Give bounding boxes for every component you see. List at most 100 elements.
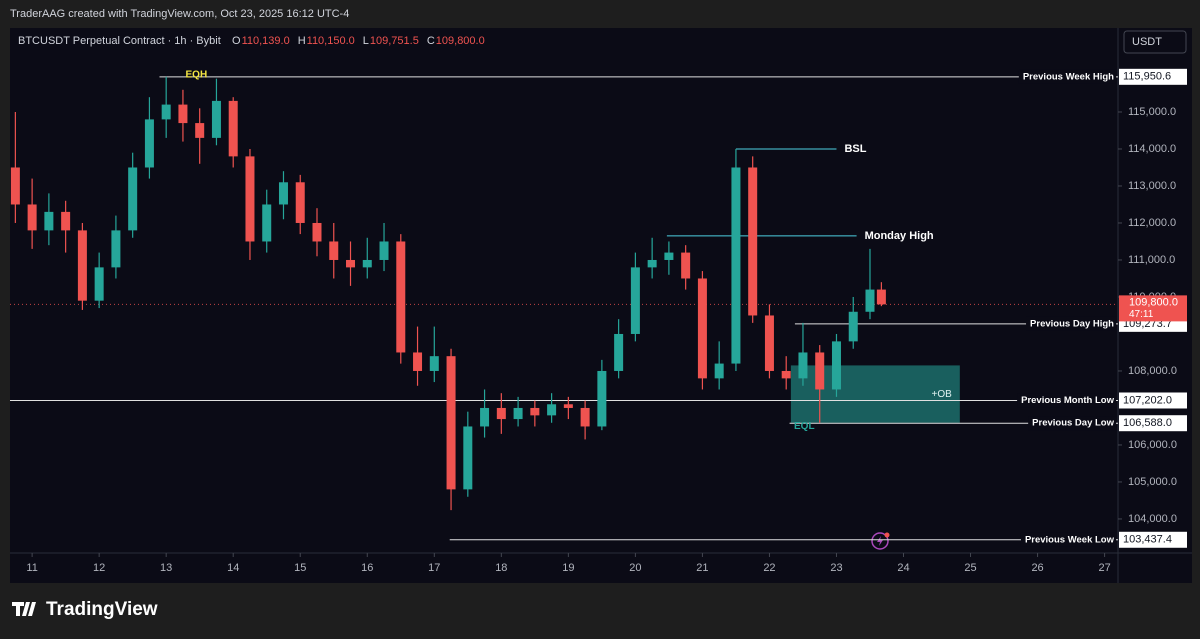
candle bbox=[77, 222, 87, 310]
x-tick-label: 27 bbox=[1098, 562, 1110, 574]
candle-body bbox=[278, 182, 288, 205]
level-price-box bbox=[1119, 415, 1187, 432]
candle-body bbox=[781, 370, 791, 379]
candle bbox=[128, 152, 138, 238]
x-tick-label: 25 bbox=[964, 562, 976, 574]
candle-body bbox=[563, 404, 573, 408]
candle-body bbox=[346, 259, 356, 268]
candle-body bbox=[697, 278, 707, 379]
x-tick-label: 24 bbox=[897, 562, 909, 574]
ohlc-value: 109,751.5 bbox=[370, 35, 419, 47]
level-name-bg bbox=[1028, 416, 1116, 431]
level-price: 103,437.4 bbox=[1123, 534, 1172, 546]
candle-body bbox=[262, 204, 272, 242]
candle bbox=[429, 326, 439, 383]
x-tick-label: 20 bbox=[629, 562, 641, 574]
candle bbox=[27, 178, 37, 249]
candle bbox=[346, 241, 356, 286]
candle-body bbox=[111, 230, 121, 268]
candle-body bbox=[798, 352, 808, 379]
candle bbox=[295, 174, 305, 235]
candle bbox=[513, 396, 523, 427]
y-tick-label: 113,000.0 bbox=[1128, 180, 1176, 192]
candle bbox=[195, 108, 205, 164]
candle bbox=[480, 389, 490, 438]
candle-body bbox=[446, 356, 456, 490]
candle-body bbox=[580, 407, 590, 427]
candle bbox=[815, 345, 825, 423]
candle bbox=[245, 148, 255, 260]
candle bbox=[396, 234, 406, 364]
candle bbox=[94, 252, 104, 309]
candle-body bbox=[178, 104, 188, 124]
level-name-bg bbox=[1017, 393, 1116, 408]
candle bbox=[781, 356, 791, 390]
candle bbox=[748, 156, 758, 323]
x-tick-label: 15 bbox=[294, 562, 306, 574]
candle-body bbox=[429, 356, 439, 371]
tag: EQL bbox=[794, 421, 815, 432]
alert-bolt bbox=[877, 536, 883, 546]
y-tick-label: 108,000.0 bbox=[1128, 365, 1177, 377]
alert-ring bbox=[871, 532, 889, 550]
candle-body bbox=[379, 241, 389, 260]
y-tick-label: 111,000.0 bbox=[1128, 254, 1175, 266]
ohlc-value: 110,139.0 bbox=[242, 35, 290, 47]
candle-body bbox=[731, 167, 741, 364]
order-block-label: +OB bbox=[932, 389, 953, 400]
candle-body bbox=[815, 352, 825, 390]
candle bbox=[44, 193, 54, 246]
candle bbox=[278, 171, 288, 220]
logo-text: TradingView bbox=[46, 599, 158, 620]
candle bbox=[597, 359, 607, 431]
ohlc-key: O bbox=[232, 35, 241, 47]
candle bbox=[647, 237, 657, 279]
candle-body bbox=[530, 407, 540, 416]
y-tick-label: 115,000.0 bbox=[1128, 106, 1176, 118]
symbol: BTCUSDT Perpetual Contract · 1h · Bybit bbox=[18, 35, 221, 47]
candle-body bbox=[664, 252, 674, 260]
level-name-bg bbox=[1026, 316, 1116, 331]
candle-body bbox=[228, 100, 238, 157]
candle bbox=[413, 326, 423, 386]
logo-icon bbox=[12, 602, 36, 616]
candle bbox=[731, 148, 741, 371]
candle-body bbox=[764, 315, 774, 371]
x-tick-label: 13 bbox=[160, 562, 172, 574]
level-price: 106,588.0 bbox=[1123, 417, 1172, 429]
x-tick-label: 11 bbox=[26, 562, 37, 574]
candle-body bbox=[211, 100, 221, 138]
candle-body bbox=[463, 426, 473, 490]
candle bbox=[144, 97, 154, 179]
candle bbox=[312, 208, 322, 257]
logo: TradingView bbox=[12, 599, 158, 620]
candle bbox=[848, 296, 858, 349]
candle-body bbox=[362, 259, 372, 268]
candle bbox=[714, 341, 724, 390]
candle-body bbox=[396, 241, 406, 353]
candle bbox=[547, 393, 557, 423]
alert-icon[interactable] bbox=[871, 532, 890, 550]
level-price-box bbox=[1119, 531, 1187, 548]
y-tick-label: 114,000.0 bbox=[1128, 143, 1176, 155]
level-price: 107,202.0 bbox=[1123, 394, 1172, 406]
x-tick-label: 21 bbox=[696, 562, 708, 574]
candle bbox=[630, 252, 640, 342]
price-axis bbox=[1118, 28, 1192, 553]
candle-body bbox=[61, 211, 71, 231]
candle-body bbox=[496, 407, 506, 420]
candle-body bbox=[480, 407, 490, 427]
candle-body bbox=[413, 352, 423, 371]
candle-body bbox=[245, 156, 255, 242]
candle bbox=[697, 271, 707, 390]
level-price-box bbox=[1119, 68, 1187, 85]
currency-box[interactable] bbox=[1123, 30, 1187, 54]
y-tick-label: 105,000.0 bbox=[1128, 476, 1177, 488]
candle bbox=[211, 78, 221, 146]
time-axis bbox=[10, 553, 1192, 583]
candle-body bbox=[876, 289, 886, 305]
candle-body bbox=[77, 230, 87, 301]
candle-body bbox=[44, 211, 54, 231]
ohlc-value: 109,800.0 bbox=[436, 35, 485, 47]
